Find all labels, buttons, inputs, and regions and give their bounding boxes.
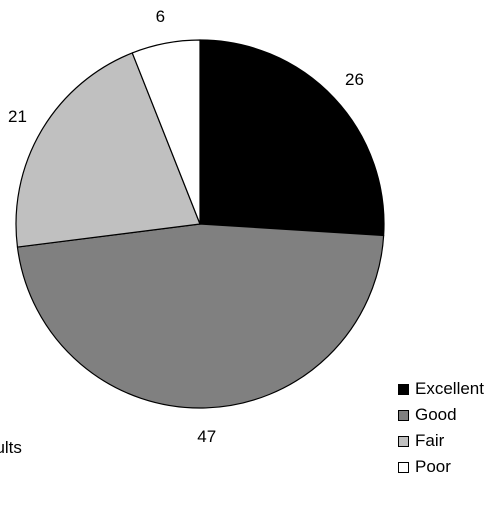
legend-swatch-excellent xyxy=(398,383,409,395)
pie-slice-good xyxy=(16,223,385,409)
legend: Excellent Good Fair Poor xyxy=(398,376,497,480)
pie-data-labels: 26 47 21 6 xyxy=(8,7,364,446)
legend-label-fair: Fair xyxy=(415,431,445,450)
data-label-excellent: 26 xyxy=(345,70,364,89)
footnote-fragment: dults xyxy=(0,438,22,457)
legend-label-good: Good xyxy=(415,405,457,424)
data-label-fair: 21 xyxy=(8,107,27,126)
legend-swatch-good xyxy=(398,409,409,421)
legend-swatch-poor xyxy=(398,461,409,473)
pie-slice-excellent xyxy=(199,39,385,237)
legend-item-excellent: Excellent xyxy=(398,376,497,402)
data-label-poor: 6 xyxy=(156,7,165,26)
pie-slice-fair xyxy=(15,52,201,248)
pie-slice-poor xyxy=(131,39,201,225)
legend-item-fair: Fair xyxy=(398,428,497,454)
legend-item-poor: Poor xyxy=(398,454,497,480)
legend-item-good: Good xyxy=(398,402,497,428)
legend-swatch-fair xyxy=(398,435,409,447)
legend-label-excellent: Excellent xyxy=(415,379,484,398)
legend-label-poor: Poor xyxy=(415,457,451,476)
pie-slices xyxy=(15,39,385,409)
data-label-good: 47 xyxy=(197,427,216,446)
